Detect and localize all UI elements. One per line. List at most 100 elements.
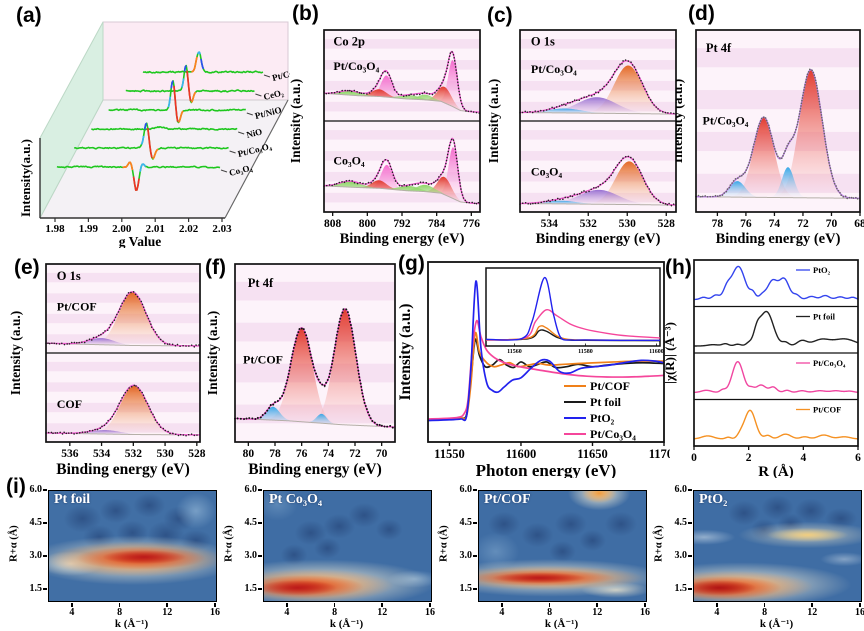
wavelet-map-label: PtO₂ — [699, 492, 728, 507]
svg-text:6: 6 — [855, 452, 861, 464]
svg-text:532: 532 — [580, 218, 598, 230]
axis-tick-label: 1.5 — [29, 583, 43, 594]
axis-tick-label: 6.0 — [29, 484, 43, 495]
axis-tick — [811, 603, 813, 607]
svg-text:528: 528 — [188, 448, 206, 460]
svg-text:Co₃O₄: Co₃O₄ — [531, 165, 563, 179]
xanes-plot-canvas: 11560 11580 11600 Pt/COF Pt foil PtO₂ Pt/Co₃O₄… — [398, 250, 670, 478]
xanes-line-plot: 11560 11580 11600 Pt/COF Pt foil PtO₂ Pt/Co₃O₄… — [398, 261, 670, 478]
svg-text:Pt/Co₃O₄: Pt/Co₃O₄ — [333, 59, 379, 73]
axis-tick — [71, 603, 73, 607]
axis-tick-label: 16 — [855, 607, 864, 618]
x-axis-label: k (Å⁻¹) — [329, 618, 364, 630]
axis-tick — [286, 603, 288, 607]
svg-text:Pt 4f: Pt 4f — [248, 276, 274, 290]
axis-tick — [859, 603, 861, 607]
svg-text:Intensity (a.u.): Intensity (a.u.) — [676, 79, 685, 163]
axis-tick-label: 6.0 — [244, 484, 258, 495]
axis-tick-label: 4 — [69, 607, 75, 618]
axis-tick-label: 4.5 — [29, 517, 43, 528]
svg-text:|χ(R)| (Å⁻³): |χ(R)| (Å⁻³) — [664, 322, 677, 384]
axis-tick — [596, 603, 598, 607]
axis-tick — [118, 603, 121, 607]
exafs-ft-stack-plot: PtO₂ Pt foil Pt/Co₃O₄ Pt/COF 0 2 4 6 R (Å) |χ(R)|… — [664, 259, 861, 478]
wavelet-heatmap: Pt/COF — [478, 490, 647, 602]
y-axis-label: R+α (Å) — [438, 525, 450, 562]
svg-text:O 1s: O 1s — [57, 269, 81, 283]
axis-tick-label: 12 — [377, 607, 388, 618]
axis-tick — [333, 603, 336, 607]
axis-tick — [43, 555, 47, 557]
svg-text:Intensity (a.u.): Intensity (a.u.) — [486, 79, 501, 163]
svg-text:2.03: 2.03 — [212, 223, 232, 235]
axis-tick — [43, 588, 47, 590]
svg-text:Co₃O₄: Co₃O₄ — [333, 154, 365, 168]
svg-text:11550: 11550 — [434, 447, 465, 461]
axis-tick-label: 8 — [762, 607, 768, 618]
panel-i-wavelet-maps: (i) Pt foil 4 8 12 16 6.0 4.5 3.0 1.5 k (Å⁻¹) R+α … — [0, 475, 864, 631]
svg-text:Intensity(a.u.): Intensity(a.u.) — [18, 139, 33, 217]
axis-tick-label: 1.5 — [244, 583, 258, 594]
axis-tick-label: 1.5 — [459, 583, 473, 594]
panel-letter-b: (b) — [292, 2, 319, 25]
wavelet-map-4: PtO₂ 4 8 12 16 6.0 4.5 3.0 1.5 k (Å⁻¹) R+α (Å) — [645, 478, 864, 631]
panel-f-xps-pt4f-cof: (f) Pt 4f Pt/COF 80 78 76 74 72 70 Binding energ… — [205, 250, 400, 478]
x-axis-label: k (Å⁻¹) — [759, 618, 794, 630]
axis-tick — [381, 603, 383, 607]
panel-e-xps-o1s-cof: (e) O 1s Pt/COF COF 536 534 532 530 528 Binding … — [0, 250, 210, 478]
svg-text:g Value: g Value — [119, 234, 161, 248]
svg-text:Pt/Co₃O₄: Pt/Co₃O₄ — [590, 427, 636, 441]
svg-text:11580: 11580 — [578, 349, 593, 355]
axis-tick — [688, 555, 692, 557]
axis-tick — [763, 603, 766, 607]
y-axis-label: R+α (Å) — [223, 525, 235, 562]
axis-tick — [258, 522, 262, 524]
svg-text:784: 784 — [428, 218, 446, 230]
svg-text:2: 2 — [746, 452, 752, 464]
axis-tick-label: 3.0 — [244, 550, 258, 561]
svg-text:74: 74 — [323, 448, 335, 460]
axis-tick — [43, 522, 47, 524]
axis-tick-label: 3.0 — [674, 550, 688, 561]
axis-tick-label: 1.5 — [674, 583, 688, 594]
epr-plot-canvas: Pt/CeO₂ CeO₂ Pt/NiO NiO Pt/Co₃O₄ Co₃O₄ 1.98 1.9… — [0, 0, 290, 248]
svg-text:800: 800 — [359, 218, 377, 230]
svg-text:11600: 11600 — [506, 447, 537, 461]
axis-tick-label: 8 — [332, 607, 338, 618]
svg-text:NiO: NiO — [245, 126, 263, 140]
panel-letter-e: (e) — [14, 256, 40, 279]
svg-text:2.02: 2.02 — [179, 223, 199, 235]
svg-text:2.01: 2.01 — [146, 223, 165, 235]
axis-tick — [473, 588, 477, 590]
svg-text:11600: 11600 — [649, 349, 664, 355]
svg-text:70: 70 — [376, 448, 388, 460]
svg-text:Binding energy (eV): Binding energy (eV) — [56, 461, 189, 478]
svg-text:530: 530 — [156, 448, 174, 460]
svg-text:11650: 11650 — [577, 447, 608, 461]
svg-text:72: 72 — [349, 448, 361, 460]
svg-text:1.98: 1.98 — [45, 223, 65, 235]
svg-text:532: 532 — [125, 448, 143, 460]
axis-tick — [214, 603, 216, 607]
svg-text:Pt 4f: Pt 4f — [706, 41, 732, 55]
axis-tick — [473, 522, 477, 524]
svg-text:Binding energy (eV): Binding energy (eV) — [340, 231, 465, 247]
svg-text:534: 534 — [93, 448, 111, 460]
panel-h-exafs-ft: (h) PtO₂ Pt foil Pt/Co₃O₄ Pt/COF 0 2 4 6 R (Å) |χ… — [664, 250, 864, 478]
svg-text:Binding energy (eV): Binding energy (eV) — [248, 461, 381, 478]
svg-text:536: 536 — [61, 448, 79, 460]
svg-text:PtO₂: PtO₂ — [590, 411, 615, 425]
axis-tick-label: 4.5 — [459, 517, 473, 528]
svg-text:530: 530 — [619, 218, 637, 230]
svg-text:Photon energy (eV): Photon energy (eV) — [476, 461, 617, 478]
axis-tick — [501, 603, 503, 607]
wavelet-map-3: Pt/COF 4 8 12 16 6.0 4.5 3.0 1.5 k (Å⁻¹) R+α (Å) — [430, 478, 651, 631]
axis-tick — [688, 489, 692, 491]
axis-tick-label: 12 — [592, 607, 603, 618]
xps-pt4f-cof-plot-canvas: Pt 4f Pt/COF 80 78 76 74 72 70 Binding energy (e… — [205, 250, 400, 478]
